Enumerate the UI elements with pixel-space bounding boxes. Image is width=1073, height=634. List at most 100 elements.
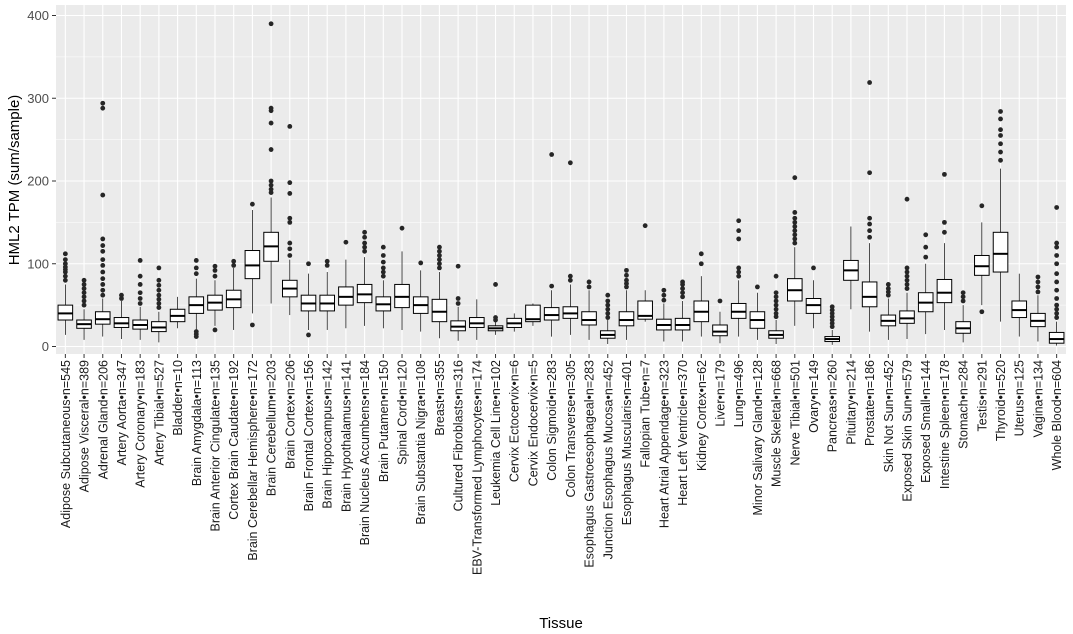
outlier-point: [193, 329, 199, 335]
box-brain-amygdala: [188, 258, 205, 339]
outlier-point: [680, 279, 685, 285]
x-tick-label: Brain Cerebellar Hemisphere•n=172: [246, 360, 260, 561]
outlier-point: [362, 229, 368, 235]
outlier-point: [979, 203, 985, 209]
outlier-point: [605, 298, 611, 304]
x-tick-label: Brain Frontal Cortex•n=156: [302, 360, 316, 511]
outlier-point: [624, 277, 629, 283]
outlier-point: [137, 258, 143, 263]
outlier-point: [137, 296, 143, 301]
outlier-point: [156, 296, 162, 302]
x-tick-label: Brain Hypothalamus•n=141: [339, 360, 353, 512]
x-tick-label: Brain Amygdala•n=113: [190, 360, 204, 486]
iqr-box: [1048, 331, 1065, 344]
outlier-point: [100, 263, 106, 268]
outlier-point: [942, 171, 947, 177]
x-tick-label: Adrenal Gland•n=206: [96, 360, 110, 479]
outlier-point: [156, 282, 162, 288]
outlier-point: [156, 305, 162, 311]
outlier-point: [605, 311, 611, 316]
x-tick-label: Colon Transverse•n=305: [564, 360, 578, 497]
x-tick-label: Artery Coronary•n=183: [134, 360, 148, 488]
box-artery-coronary: [132, 258, 148, 340]
x-tick-label: Adipose Subcutaneous•n=545: [59, 360, 73, 528]
outlier-point: [829, 314, 835, 320]
box-artery-aorta: [113, 292, 130, 340]
outlier-point: [418, 260, 424, 266]
x-tick-label: Brain Putamen•n=150: [377, 360, 391, 482]
box-cervix-ectocervix: [506, 313, 523, 332]
x-tick-label: Exposed Skin Sun•n=579: [901, 360, 915, 502]
outlier-point: [829, 311, 835, 316]
box-vagina: [1030, 274, 1046, 342]
x-tick-label: Cortex Brain Caudate•n=192: [227, 360, 241, 520]
x-tick-label: Fallopian Tube•n=7: [639, 360, 653, 468]
outlier-point: [829, 304, 835, 310]
outlier-point: [231, 258, 237, 264]
outlier-point: [343, 239, 349, 245]
box-exposed-small: [917, 232, 934, 335]
outlier-point: [754, 284, 760, 290]
outlier-point: [773, 298, 779, 304]
outlier-point: [100, 276, 106, 282]
outlier-point: [661, 297, 667, 303]
x-tick-label: Stomach•n=284: [957, 360, 971, 449]
outlier-point: [736, 265, 742, 271]
iqr-box: [618, 311, 635, 327]
outlier-point: [193, 258, 199, 263]
outlier-point: [605, 292, 611, 298]
outlier-point: [586, 284, 592, 290]
outlier-point: [942, 219, 947, 225]
outlier-point: [923, 244, 929, 250]
box-prostate: [861, 80, 878, 332]
box-ovary: [805, 265, 822, 329]
box-minor-salivary-gland: [749, 284, 766, 340]
outlier-point: [867, 215, 873, 221]
outlier-point: [624, 267, 629, 273]
iqr-box: [543, 307, 560, 321]
outlier-point: [268, 105, 274, 111]
box-cervix-endocervix: [525, 303, 541, 326]
outlier-point: [867, 234, 873, 240]
outlier-point: [885, 292, 891, 298]
outlier-point: [212, 267, 218, 273]
outlier-point: [81, 298, 87, 304]
outlier-point: [792, 219, 798, 225]
outlier-point: [380, 273, 386, 279]
outlier-point: [624, 284, 629, 290]
x-tick-label: Heart Left Ventricle•n=370: [676, 360, 690, 506]
outlier-point: [137, 273, 143, 279]
x-tick-label: Intestine Spleen•n=178: [938, 360, 952, 489]
y-tick-label: 300: [27, 91, 49, 106]
box-heart-atrial-appendage: [656, 287, 672, 342]
iqr-box: [712, 324, 728, 337]
box-esophagus-muscularis: [618, 267, 635, 340]
y-tick-label: 200: [27, 174, 49, 189]
x-tick-label: Breast•n=355: [433, 360, 447, 436]
box-colon-sigmoid: [543, 152, 560, 337]
outlier-point: [268, 21, 274, 27]
outlier-point: [62, 257, 68, 263]
outlier-point: [867, 228, 873, 234]
box-testis: [974, 203, 990, 315]
box-intestine-spleen: [936, 171, 953, 330]
outlier-point: [100, 248, 106, 254]
y-tick-label: 400: [27, 8, 49, 23]
outlier-point: [81, 302, 87, 308]
outlier-point: [829, 324, 835, 330]
outlier-point: [549, 283, 555, 289]
outlier-point: [549, 152, 555, 157]
x-tick-label: Heart Atrial Appendage•n=323: [657, 360, 671, 528]
outlier-point: [1054, 315, 1060, 320]
box-brain-cerebellum: [263, 21, 279, 304]
box-pituitary: [843, 226, 859, 310]
box-pancreas: [824, 304, 840, 345]
outlier-point: [268, 120, 274, 126]
outlier-point: [773, 290, 779, 296]
outlier-point: [904, 273, 910, 279]
box-artery-tibial: [151, 265, 167, 343]
x-tick-label: Leukemia Cell Line•n=102: [489, 360, 503, 506]
outlier-point: [624, 281, 629, 287]
outlier-point: [156, 292, 162, 298]
outlier-point: [1054, 306, 1060, 312]
